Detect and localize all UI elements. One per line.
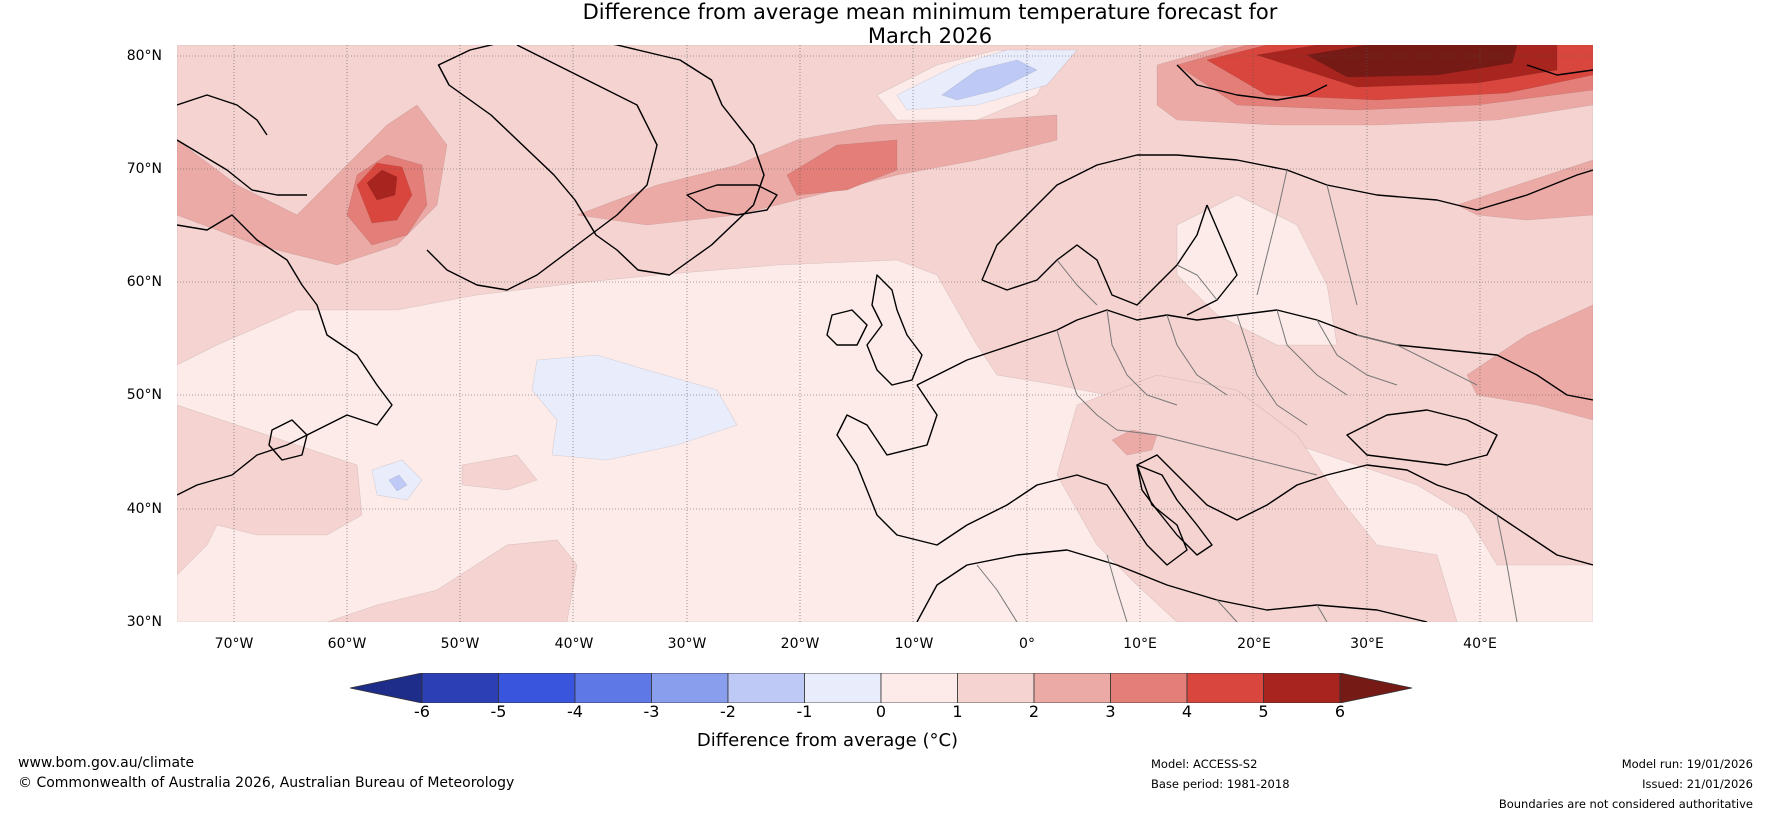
colorbar-segment: [804, 673, 882, 703]
footer-model: Model: ACCESS-S2: [1151, 757, 1258, 771]
anomaly-region-cool-arctic-core: [941, 59, 1038, 101]
lat-label-60n: 60°N: [126, 274, 162, 290]
colorbar-tick-label: 6: [1334, 702, 1346, 721]
footer-base-period: Base period: 1981-2018: [1151, 777, 1290, 791]
forecast-map: [177, 45, 1593, 622]
colorbar-extend-low: [350, 673, 423, 703]
colorbar-segment: [727, 673, 805, 703]
anomaly-region-svalbard-peak: [1306, 45, 1518, 78]
chart-title: Difference from average mean minimum tem…: [0, 0, 1770, 48]
lon-label-60w: 60°W: [327, 636, 367, 652]
anomaly-region-islands: [461, 454, 538, 491]
lon-label-70w: 70°W: [214, 636, 254, 652]
coastlines: [177, 45, 1593, 622]
lon-label-0: 0°: [1019, 636, 1035, 652]
colorbar: [350, 673, 1413, 703]
lon-label-10w: 10°W: [894, 636, 934, 652]
lat-label-80n: 80°N: [126, 48, 162, 64]
lon-label-40e: 40°E: [1463, 636, 1497, 652]
colorbar-tick-label: -5: [490, 702, 507, 721]
colorbar-tick-label: 1: [952, 702, 963, 721]
colorbar-segment: [651, 673, 729, 703]
lon-label-40w: 40°W: [554, 636, 594, 652]
colorbar-tick-label: -3: [643, 702, 660, 721]
colorbar-label: Difference from average (°C): [696, 730, 959, 751]
lat-label-50n: 50°N: [126, 387, 162, 403]
lat-label-30n: 30°N: [126, 614, 162, 630]
colorbar-segment: [1186, 673, 1264, 703]
footer-model-run: Model run: 19/01/2026: [1621, 757, 1753, 771]
colorbar-tick-label: -6: [414, 702, 430, 721]
lat-label-70n: 70°N: [126, 161, 162, 177]
colorbar-tick-label: -1: [796, 702, 813, 721]
anomaly-region-cool-atlantic: [531, 354, 738, 461]
footer-website[interactable]: www.bom.gov.au/climate: [18, 755, 195, 771]
anomaly-region-baffin-peak: [366, 169, 398, 201]
graticule: [177, 45, 1593, 622]
colorbar-segment: [421, 673, 499, 703]
colorbar-segment: [1110, 673, 1188, 703]
colorbar-segment: [498, 673, 576, 703]
anomaly-region-iceland: [786, 139, 898, 196]
footer-issued: Issued: 21/01/2026: [1642, 777, 1753, 791]
lon-label-20w: 20°W: [780, 636, 820, 652]
lon-label-20e: 20°E: [1237, 636, 1271, 652]
footer-copyright: © Commonwealth of Australia 2026, Austra…: [18, 775, 515, 791]
colorbar-tick-label: -4: [567, 702, 583, 721]
colorbar-tick-label: 5: [1258, 702, 1269, 721]
colorbar-tick-label: 2: [1028, 702, 1040, 721]
anomaly-region-mediterranean: [1056, 374, 1458, 622]
map-svg: [177, 45, 1593, 622]
colorbar-tick-label: 4: [1181, 702, 1193, 721]
colorbar-segment: [574, 673, 652, 703]
lon-label-50w: 50°W: [440, 636, 480, 652]
anomaly-region-barents-south: [1456, 159, 1593, 221]
anomaly-region-cool-dot: [388, 474, 408, 492]
anomaly-region-mid-atlantic: [326, 539, 578, 622]
footer-disclaimer: Boundaries are not considered authoritat…: [1498, 797, 1753, 811]
lon-label-30e: 30°E: [1350, 636, 1384, 652]
anomaly-region-west: [177, 404, 363, 576]
colorbar-extend-high: [1339, 673, 1413, 703]
colorbar-segment: [1033, 673, 1111, 703]
colorbar-tick-label: 0: [875, 702, 887, 721]
colorbar-tick-label: 3: [1105, 702, 1116, 721]
country-borders: [976, 169, 1518, 622]
colorbar-tick-label: -2: [720, 702, 736, 721]
lon-label-30w: 30°W: [667, 636, 707, 652]
colorbar-segment: [957, 673, 1035, 703]
lat-label-40n: 40°N: [126, 501, 162, 517]
colorbar-segment: [880, 673, 958, 703]
title-line-1: Difference from average mean minimum tem…: [582, 0, 1278, 24]
anomaly-region-central-europe: [1176, 194, 1338, 346]
title-line-2: March 2026: [867, 24, 993, 48]
lon-label-10e: 10°E: [1123, 636, 1157, 652]
colorbar-segment: [1263, 673, 1341, 703]
anomaly-region-north: [177, 45, 1593, 566]
